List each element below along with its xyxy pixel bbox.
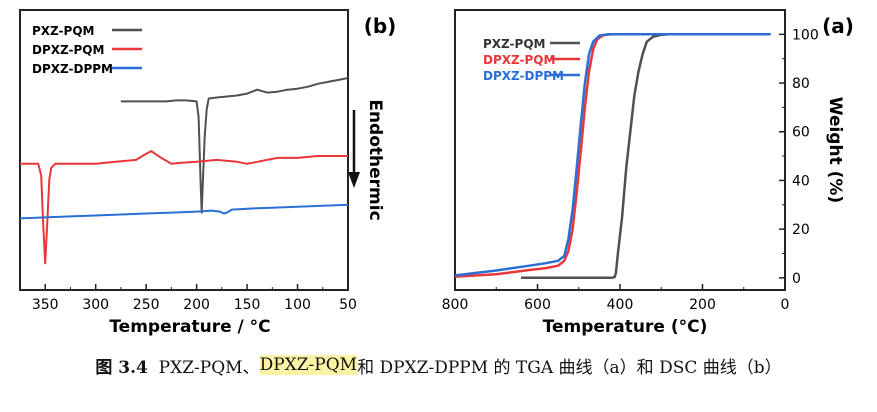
tga-legend-label: DPXZ-PQM <box>483 53 555 67</box>
dsc-x-tick-label: 250 <box>133 297 160 313</box>
figure: 350 300 250 200 150 100 50 (b) Temperature / °… <box>19 9 854 337</box>
tga-x-tick-label: 200 <box>689 297 716 313</box>
dsc-series-pxz-pqm <box>120 77 349 214</box>
tga-x-tick-label: 600 <box>524 297 551 313</box>
caption-gap <box>148 355 159 375</box>
tga-x-axis-title: Temperature (°C) <box>543 317 708 337</box>
caption-part1: PXZ-PQM、 <box>158 357 260 378</box>
dsc-x-tick-label: 50 <box>339 297 357 313</box>
tga-panel: 800 600 400 200 00 20 40 60 80 100 (a) Temperatur… <box>442 9 854 337</box>
dsc-x-tick-label: 350 <box>32 297 59 313</box>
dsc-legend: PXZ-PQM DPXZ-PQM DPXZ-DPPM <box>32 24 142 76</box>
dsc-series-dpxz-pqm <box>20 150 348 265</box>
figure-caption: 图 3.4 PXZ-PQM、 DPXZ-PQM 和 DPXZ-DPPM 的 TG… <box>0 350 877 380</box>
tga-panel-label: (a) <box>822 14 854 38</box>
tga-y-tick-label: 40 <box>792 173 810 189</box>
tga-y-axis-title: Weight (%) <box>825 97 845 203</box>
dsc-series-dpxz-dppm <box>19 203 349 220</box>
tga-x-tick-label: 400 <box>607 297 634 313</box>
dsc-legend-label: DPXZ-DPPM <box>32 62 113 76</box>
tga-legend-label: DPXZ-DPPM <box>483 69 564 83</box>
tga-y-tick-label: 100 <box>792 27 819 43</box>
dsc-legend-label: PXZ-PQM <box>32 24 94 38</box>
dsc-x-axis-title: Temperature / °C <box>109 317 270 337</box>
dsc-legend-label: DPXZ-PQM <box>32 43 104 57</box>
tga-y-tick-label: 0 <box>792 271 801 287</box>
dsc-x-tick-label: 150 <box>234 297 261 313</box>
tga-x-tick-label: 800 <box>442 297 469 313</box>
tga-plot-frame <box>454 9 786 291</box>
caption-part2: 和 DPXZ-DPPM 的 TGA 曲线（a）和 DSC 曲线（b） <box>357 357 782 378</box>
dsc-x-tick-label: 100 <box>284 297 311 313</box>
dsc-panel-label: (b) <box>364 14 397 38</box>
dsc-x-tick-label: 200 <box>183 297 210 313</box>
tga-x-tick-label: 0 <box>781 297 790 313</box>
tga-legend: PXZ-PQM DPXZ-PQM DPXZ-DPPM <box>483 37 580 83</box>
tga-y-tick-label: 80 <box>792 76 810 92</box>
tga-y-tick-label: 60 <box>792 125 810 141</box>
tga-y-tick-label: 20 <box>792 222 810 238</box>
dsc-panel: 350 300 250 200 150 100 50 (b) Temperature / °… <box>19 9 397 337</box>
tga-legend-label: PXZ-PQM <box>483 37 545 51</box>
dsc-plot-frame <box>19 9 349 291</box>
endothermic-arrow-head <box>348 172 360 188</box>
endothermic-annotation: Endothermic <box>365 99 385 220</box>
tga-series-dpxz-dppm <box>454 33 771 277</box>
dsc-x-tick-label: 300 <box>82 297 109 313</box>
caption-figure-number: 图 3.4 <box>95 357 148 378</box>
caption-highlight: DPXZ-PQM <box>259 355 358 375</box>
